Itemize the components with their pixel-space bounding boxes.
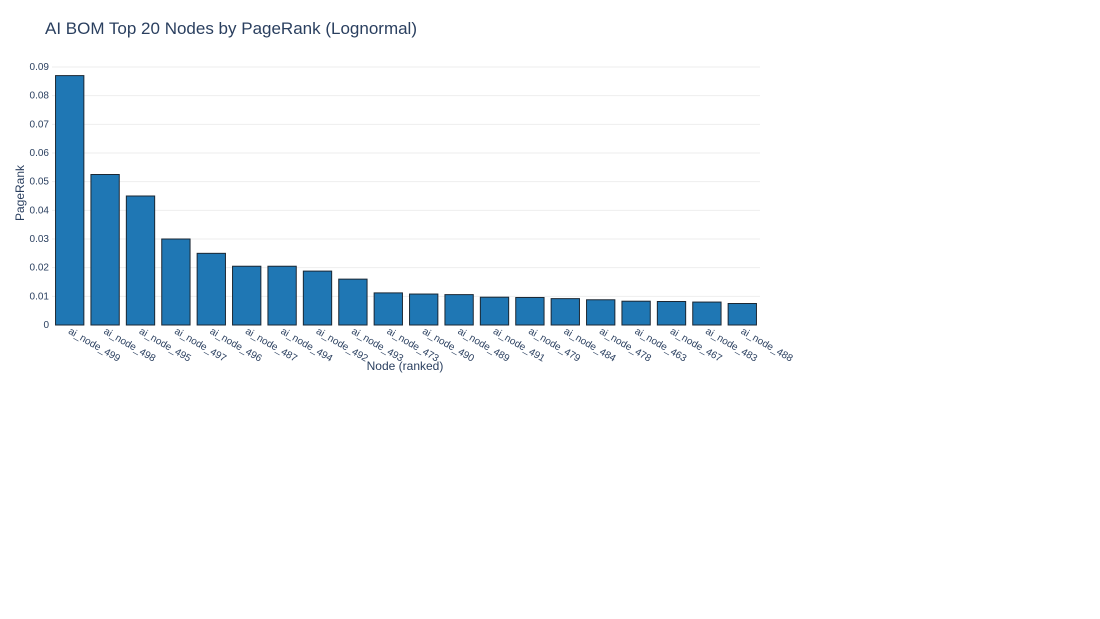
y-tick-label: 0.08 xyxy=(30,91,50,102)
y-tick-label: 0 xyxy=(43,320,49,331)
bar-ai_node_484[interactable] xyxy=(550,298,580,326)
bar-ai_node_497[interactable] xyxy=(161,238,191,326)
bar-ai_node_491[interactable] xyxy=(479,296,510,326)
x-axis-title: Node (ranked) xyxy=(367,359,444,373)
bar-ai_node_463[interactable] xyxy=(621,300,651,326)
gridlines xyxy=(52,66,760,297)
bar-ai_node_493[interactable] xyxy=(338,278,368,326)
bar-ai_node_496[interactable] xyxy=(196,252,226,326)
y-tick-label: 0.06 xyxy=(30,148,50,159)
y-axis-ticks: 0 0.01 0.02 0.03 0.04 0.05 0.06 0.07 0.08 0.09 xyxy=(30,62,50,331)
y-axis-title: PageRank xyxy=(13,164,27,221)
y-tick-label: 0.03 xyxy=(30,234,50,245)
y-tick-label: 0.05 xyxy=(30,177,50,188)
bar-ai_node_495[interactable] xyxy=(125,195,156,326)
bars xyxy=(55,75,757,326)
y-tick-label: 0.09 xyxy=(30,62,50,73)
y-tick-label: 0.02 xyxy=(30,263,50,274)
bar-ai_node_479[interactable] xyxy=(515,296,545,326)
bar-ai_node_494[interactable] xyxy=(267,265,297,326)
bar-ai_node_483[interactable] xyxy=(692,301,722,326)
bar-ai_node_473[interactable] xyxy=(373,292,403,326)
bar-ai_node_488[interactable] xyxy=(727,303,757,326)
chart-title: AI BOM Top 20 Nodes by PageRank (Lognorm… xyxy=(45,19,417,38)
bar-ai_node_492[interactable] xyxy=(302,270,333,326)
bar-ai_node_499[interactable] xyxy=(55,75,85,326)
bar-ai_node_478[interactable] xyxy=(586,299,616,326)
bar-ai_node_487[interactable] xyxy=(232,265,262,326)
y-tick-label: 0.01 xyxy=(30,291,50,302)
y-tick-label: 0.07 xyxy=(30,119,50,130)
bar-ai_node_498[interactable] xyxy=(90,174,120,326)
bar-ai_node_489[interactable] xyxy=(444,294,474,326)
bar-ai_node_467[interactable] xyxy=(656,300,687,326)
y-tick-label: 0.04 xyxy=(30,205,50,216)
bar-ai_node_490[interactable] xyxy=(409,293,439,326)
